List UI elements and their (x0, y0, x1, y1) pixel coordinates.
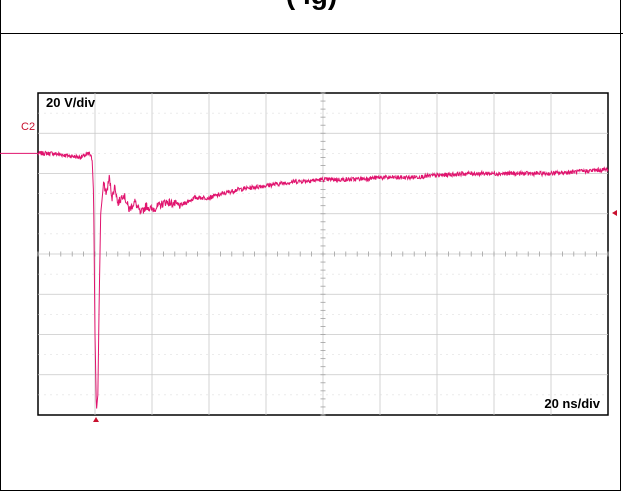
channel-label: C2 (21, 121, 35, 133)
trigger-position-marker-icon (93, 417, 99, 422)
page-header: ( ig) (0, 0, 623, 34)
page-title-fragment: ( ig) (0, 0, 623, 11)
series-trace-line (37, 150, 609, 409)
grid-layer (37, 92, 609, 416)
channel-offset-marker-icon (612, 210, 617, 216)
trace-layer (0, 150, 609, 409)
vertical-scale-label: 20 V/div (46, 95, 96, 110)
horizontal-scale-label: 20 ns/div (544, 396, 600, 411)
